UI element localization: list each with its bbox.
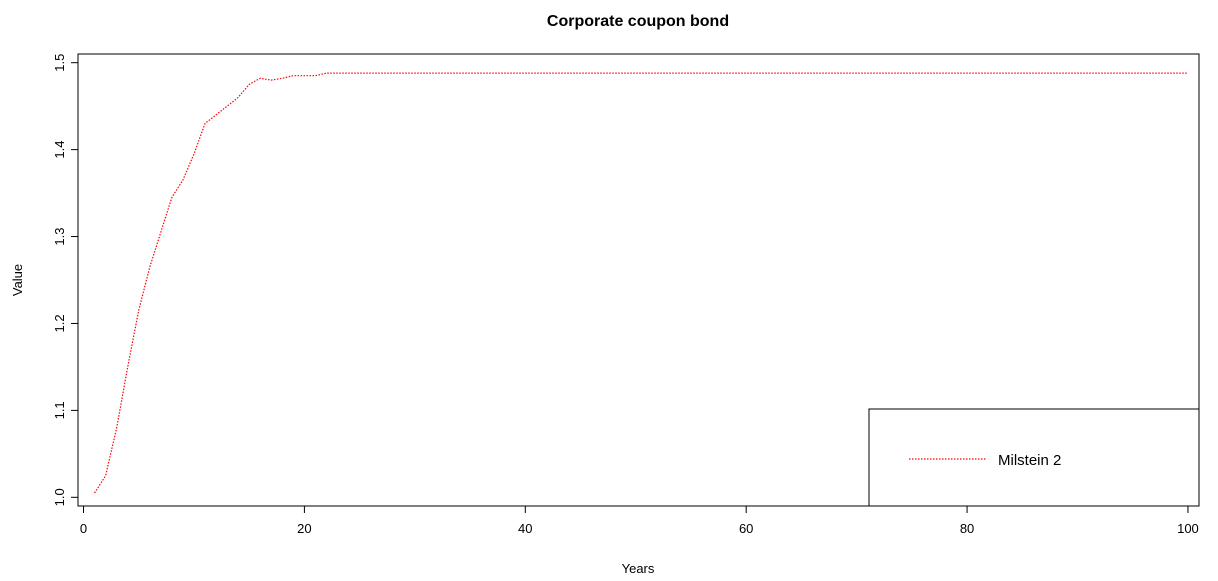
y-axis: 1.0 1.1 1.2 1.3 1.4 1.5 — [52, 54, 78, 506]
y-tick-label: 1.5 — [52, 54, 67, 72]
y-tick-label: 1.4 — [52, 141, 67, 159]
y-axis-label: Value — [10, 264, 25, 296]
y-tick-label: 1.3 — [52, 227, 67, 245]
legend-box — [868, 408, 1200, 507]
y-tick-label: 1.2 — [52, 314, 67, 332]
x-tick-label: 100 — [1177, 521, 1199, 536]
x-tick-label: 80 — [960, 521, 974, 536]
x-axis: 0 20 40 60 80 100 — [80, 506, 1199, 536]
chart-title: Corporate coupon bond — [547, 13, 729, 30]
y-tick-label: 1.0 — [52, 488, 67, 506]
plot-frame — [77, 53, 1200, 507]
series-layer — [94, 72, 1188, 494]
x-axis-label: Years — [622, 561, 655, 576]
legend-label-milstein-2: Milstein 2 — [998, 452, 1061, 469]
x-tick-label: 40 — [518, 521, 532, 536]
x-tick-label: 20 — [297, 521, 311, 536]
series-line-milstein-2 — [94, 72, 1188, 494]
x-tick-label: 0 — [80, 521, 87, 536]
legend: Milstein 2 — [868, 408, 1200, 507]
x-tick-label: 60 — [739, 521, 753, 536]
y-tick-label: 1.1 — [52, 401, 67, 419]
